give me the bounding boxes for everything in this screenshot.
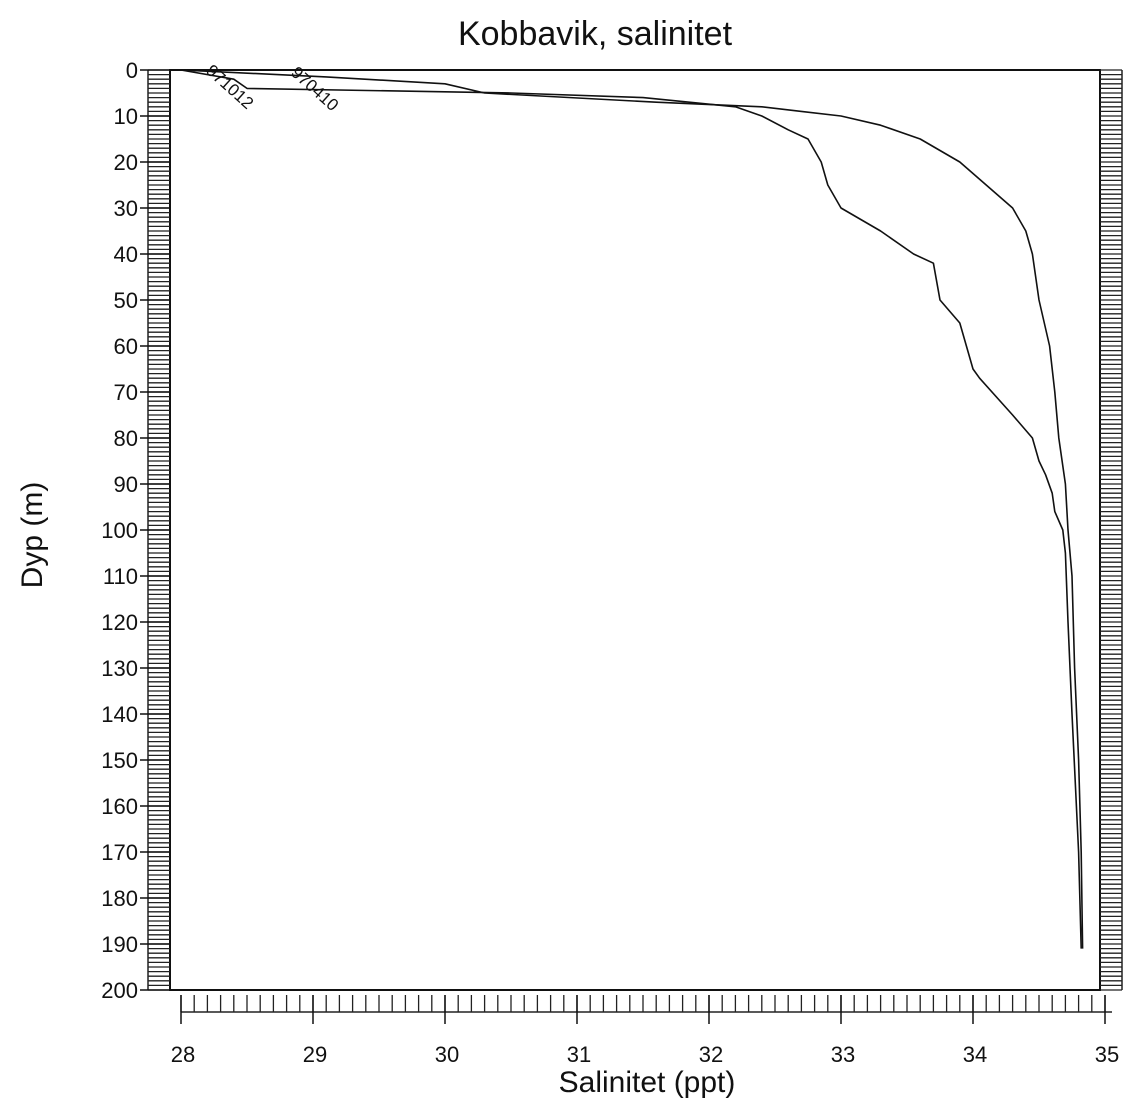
series-lines	[180, 69, 1084, 949]
minor-ticks	[147, 69, 1123, 1013]
chart-title: Kobbavik, salinitet	[458, 15, 733, 53]
series-label-971012: 971012	[202, 61, 257, 113]
y-tick-label: 120	[101, 610, 138, 635]
y-tick-label: 80	[114, 426, 138, 451]
y-tick-label: 10	[114, 104, 138, 129]
y-tick-label: 70	[114, 380, 138, 405]
y-tick-label: 200	[101, 978, 138, 1003]
y-tick-label: 100	[101, 518, 138, 543]
y-tick-label: 160	[101, 794, 138, 819]
x-tick-label: 29	[303, 1042, 327, 1067]
plot-border	[169, 69, 1101, 991]
y-tick-label: 140	[101, 702, 138, 727]
series-line-971012	[180, 69, 1082, 949]
y-tick-label: 20	[114, 150, 138, 175]
y-tick-label: 180	[101, 886, 138, 911]
x-axis-ticks: 28 29 30 31 32 33 34 35	[171, 995, 1119, 1067]
y-tick-label: 50	[114, 288, 138, 313]
y-tick-label: 190	[101, 932, 138, 957]
x-tick-label: 28	[171, 1042, 195, 1067]
y-axis-label: Dyp (m)	[16, 482, 49, 589]
y-tick-label: 30	[114, 196, 138, 221]
x-tick-label: 33	[831, 1042, 855, 1067]
x-tick-label: 31	[567, 1042, 591, 1067]
x-tick-label: 35	[1095, 1042, 1119, 1067]
x-tick-label: 32	[699, 1042, 723, 1067]
y-tick-label: 150	[101, 748, 138, 773]
y-tick-label: 0	[126, 58, 138, 83]
series-line-970410	[180, 69, 1084, 949]
y-tick-label: 90	[114, 472, 138, 497]
x-tick-label: 34	[963, 1042, 987, 1067]
series-annotations: 971012 970410	[202, 61, 342, 115]
y-tick-label: 130	[101, 656, 138, 681]
x-axis-label: Salinitet (ppt)	[559, 1066, 736, 1099]
y-tick-label: 170	[101, 840, 138, 865]
y-tick-label: 110	[103, 564, 138, 589]
y-tick-label: 40	[114, 242, 138, 267]
plot-frame	[169, 69, 1101, 991]
x-tick-label: 30	[435, 1042, 459, 1067]
minor-tick-marks	[148, 69, 1122, 1012]
y-axis-ticks: 0 10 20 30 40 50 60 70 80 90 100 110 120 130 140 150 160…	[101, 58, 170, 1003]
y-tick-label: 60	[114, 334, 138, 359]
